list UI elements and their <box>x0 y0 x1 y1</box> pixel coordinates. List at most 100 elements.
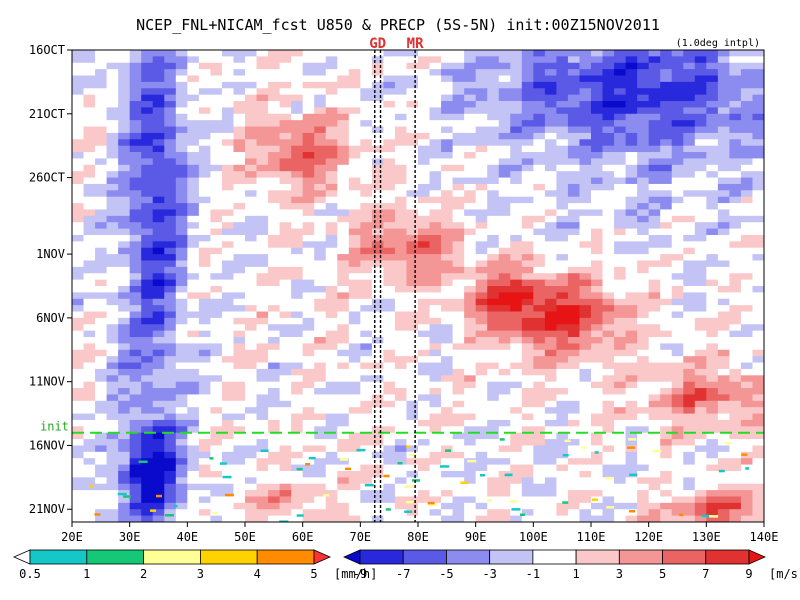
u850-cell <box>383 419 396 427</box>
u850-cell <box>740 337 754 345</box>
u850-cell <box>752 470 764 478</box>
u850-cell <box>706 222 719 230</box>
u850-cell <box>406 464 419 472</box>
u850-cell <box>429 286 442 293</box>
u850-cell <box>706 94 719 102</box>
colorbar-box <box>446 549 491 565</box>
precip-cell <box>383 474 390 478</box>
u850-cell <box>360 343 373 351</box>
u850-cell <box>521 375 534 383</box>
u850-cell <box>325 432 338 440</box>
u850-cell <box>683 317 696 325</box>
u850-cell <box>256 260 269 268</box>
u850-cell <box>625 75 638 83</box>
u850-cell <box>418 439 431 447</box>
u850-cell <box>740 305 754 313</box>
u850-cell <box>118 56 131 64</box>
u850-cell <box>72 337 85 345</box>
u850-cell <box>394 69 408 77</box>
u850-cell <box>510 101 523 109</box>
u850-cell <box>268 394 281 402</box>
u850-cell <box>591 234 604 242</box>
u850-cell <box>498 145 511 153</box>
u850-cell <box>591 126 604 134</box>
u850-cell <box>302 502 315 510</box>
u850-cell <box>221 413 235 421</box>
u850-cell <box>314 496 327 504</box>
u850-cell <box>464 113 477 121</box>
u850-cell <box>521 279 534 287</box>
u850-cell <box>268 509 281 517</box>
u850-cell <box>521 298 534 306</box>
u850-cell <box>83 451 96 459</box>
u850-cell <box>521 266 534 274</box>
u850-cell <box>325 94 338 102</box>
u850-cell <box>337 311 350 319</box>
u850-cell <box>118 254 131 262</box>
u850-cell <box>360 292 373 300</box>
u850-cell <box>337 241 350 249</box>
u850-cell <box>591 317 604 325</box>
u850-cell <box>591 120 604 128</box>
u850-cell <box>544 426 557 434</box>
u850-cell <box>360 286 373 293</box>
u850-cell <box>233 496 246 504</box>
u850-cell <box>187 356 200 364</box>
u850-cell <box>83 62 96 70</box>
u850-cell <box>245 286 258 293</box>
u850-cell <box>475 375 488 383</box>
u850-cell <box>694 311 707 319</box>
u850-cell <box>706 317 719 325</box>
u850-cell <box>164 139 177 147</box>
u850-cell <box>106 426 119 434</box>
u850-cell <box>475 177 488 185</box>
u850-cell <box>245 190 258 198</box>
u850-cell <box>187 228 200 236</box>
u850-cell <box>614 451 627 459</box>
u850-cell <box>221 56 235 64</box>
u850-cell <box>106 88 119 96</box>
u850-cell <box>625 490 638 498</box>
u850-cell <box>106 317 119 325</box>
u850-cell <box>706 69 719 77</box>
u850-cell <box>602 298 615 306</box>
u850-cell <box>198 343 211 351</box>
u850-cell <box>521 490 534 498</box>
u850-cell <box>683 177 696 185</box>
u850-cell <box>348 120 361 128</box>
u850-cell <box>487 349 500 357</box>
u850-cell <box>625 292 638 300</box>
u850-cell <box>591 426 604 434</box>
u850-cell <box>337 515 350 522</box>
u850-cell <box>694 190 707 198</box>
u850-cell <box>671 375 684 383</box>
u850-cell <box>233 477 246 485</box>
u850-cell <box>625 356 638 364</box>
u850-cell <box>602 50 615 57</box>
u850-cell <box>268 324 281 332</box>
u850-cell <box>394 483 408 491</box>
u850-cell <box>521 94 534 102</box>
u850-cell <box>210 298 223 306</box>
u850-cell <box>210 228 223 236</box>
u850-cell <box>464 394 477 402</box>
u850-cell <box>302 209 315 217</box>
u850-cell <box>671 177 684 185</box>
u850-cell <box>360 203 373 211</box>
u850-cell <box>637 286 650 293</box>
u850-cell <box>83 400 96 408</box>
u850-cell <box>187 75 200 83</box>
u850-cell <box>706 394 719 402</box>
u850-cell <box>95 439 108 447</box>
u850-cell <box>464 241 477 249</box>
u850-cell <box>291 330 304 338</box>
u850-cell <box>752 190 764 198</box>
u850-cell <box>291 222 304 230</box>
u850-cell <box>660 490 673 498</box>
u850-cell <box>394 94 408 102</box>
u850-cell <box>706 502 719 510</box>
u850-cell <box>498 375 511 383</box>
u850-cell <box>579 152 592 160</box>
u850-cell <box>625 145 638 153</box>
u850-cell <box>429 330 442 338</box>
